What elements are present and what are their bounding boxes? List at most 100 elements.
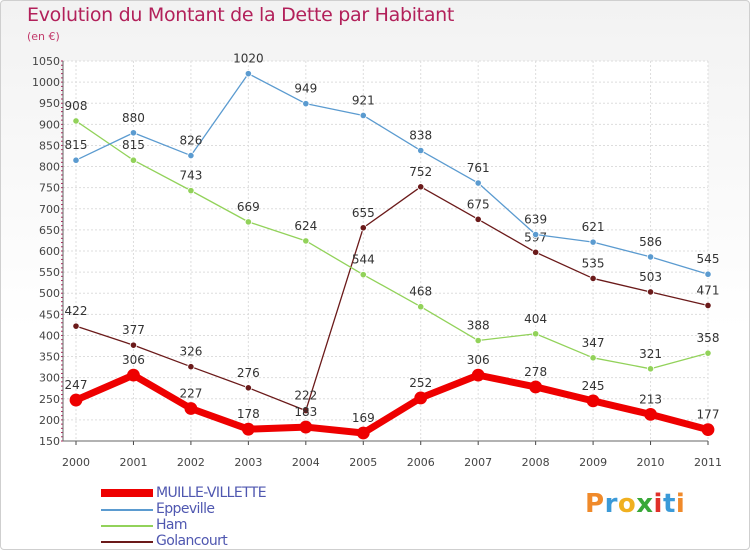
data-label: 545: [697, 252, 720, 266]
logo-letter: i: [675, 489, 686, 519]
data-point: [302, 406, 310, 415]
data-label: 669: [237, 200, 260, 214]
legend-label: Golancourt: [156, 533, 228, 549]
y-tick-label: 400: [39, 329, 60, 342]
data-label: 908: [65, 99, 88, 113]
data-label: 838: [409, 129, 432, 143]
y-tick-label: 500: [39, 287, 60, 300]
data-label: 655: [352, 206, 375, 220]
data-point: [474, 215, 482, 223]
logo-letter: i: [653, 489, 663, 519]
data-point: [302, 237, 310, 245]
data-point: [589, 274, 597, 283]
data-label: 222: [294, 389, 317, 403]
data-point: [417, 146, 425, 155]
data-label: 306: [467, 353, 490, 367]
legend-swatch: [101, 489, 153, 497]
data-point: [72, 156, 80, 164]
data-point: [417, 303, 425, 311]
data-point: [187, 363, 195, 371]
legend-swatch: [101, 509, 153, 511]
y-tick-label: 950: [39, 97, 60, 110]
y-tick-label: 250: [39, 393, 60, 406]
data-point: [244, 70, 252, 78]
data-point: [244, 384, 252, 392]
data-point: [187, 151, 195, 160]
data-label: 245: [582, 379, 605, 393]
data-point: [241, 422, 255, 436]
y-tick-label: 1000: [32, 76, 60, 89]
data-label: 639: [524, 213, 547, 227]
data-label: 621: [582, 220, 605, 234]
proxiti-logo: Proxiti: [585, 489, 685, 519]
x-tick-label: 2006: [407, 456, 435, 469]
data-label: 544: [352, 253, 375, 267]
data-point: [586, 394, 600, 408]
data-point: [302, 100, 310, 108]
data-label: 675: [467, 197, 490, 211]
data-label: 326: [179, 345, 202, 359]
data-label: 743: [179, 169, 202, 183]
data-point: [129, 341, 138, 349]
series-line: [74, 371, 709, 437]
data-label: 586: [639, 235, 662, 249]
data-point: [589, 238, 597, 246]
data-label: 752: [409, 165, 432, 179]
x-tick-label: 2005: [349, 456, 377, 469]
data-point: [414, 391, 428, 405]
data-point: [356, 426, 370, 440]
data-label: 815: [65, 138, 88, 152]
x-tick-label: 2009: [579, 456, 607, 469]
series-line: [75, 73, 709, 275]
data-label: 177: [697, 408, 720, 422]
data-point: [474, 179, 482, 187]
data-point: [474, 336, 482, 345]
data-label: 921: [352, 93, 375, 107]
series-line: [75, 186, 709, 412]
data-point: [532, 330, 540, 338]
data-point: [529, 380, 543, 394]
data-point: [359, 224, 367, 232]
data-label: 227: [179, 386, 202, 400]
data-label: 183: [294, 405, 317, 419]
data-point: [589, 354, 597, 362]
y-tick-label: 600: [39, 245, 60, 258]
data-point: [72, 322, 80, 330]
data-label: 306: [122, 353, 145, 367]
logo-letter: r: [604, 489, 618, 519]
data-label: 468: [409, 285, 432, 299]
data-point: [417, 183, 425, 191]
data-label: 404: [524, 312, 547, 326]
y-tick-label: 900: [39, 118, 60, 131]
logo-letter: P: [585, 489, 605, 519]
legend-label: MUILLE-VILLETTE: [156, 485, 267, 501]
data-label: 949: [294, 82, 317, 96]
data-label: 278: [524, 365, 547, 379]
x-tick-label: 2008: [522, 456, 550, 469]
y-tick-label: 650: [39, 224, 60, 237]
data-point: [299, 420, 313, 434]
data-label: 422: [65, 304, 88, 318]
data-point: [359, 111, 367, 120]
y-tick-label: 550: [39, 266, 60, 279]
y-tick-label: 1050: [32, 55, 60, 68]
data-point: [184, 402, 198, 415]
x-tick-label: 2003: [234, 456, 262, 469]
data-label: 178: [237, 407, 260, 421]
data-point: [704, 349, 712, 357]
y-tick-label: 300: [39, 372, 60, 385]
chart-title: Evolution du Montant de la Dette par Hab…: [27, 4, 455, 26]
data-label: 880: [122, 111, 145, 125]
data-label: 247: [65, 378, 88, 392]
x-tick-label: 2011: [694, 456, 722, 469]
y-tick-label: 800: [39, 161, 60, 174]
logo-letter: o: [617, 489, 637, 519]
x-tick-label: 2002: [177, 456, 205, 469]
y-tick-label: 150: [39, 435, 60, 448]
data-point: [69, 393, 83, 407]
legend-swatch: [101, 525, 153, 527]
data-point: [646, 365, 655, 373]
data-point: [127, 368, 140, 382]
x-tick-label: 2001: [119, 456, 147, 469]
